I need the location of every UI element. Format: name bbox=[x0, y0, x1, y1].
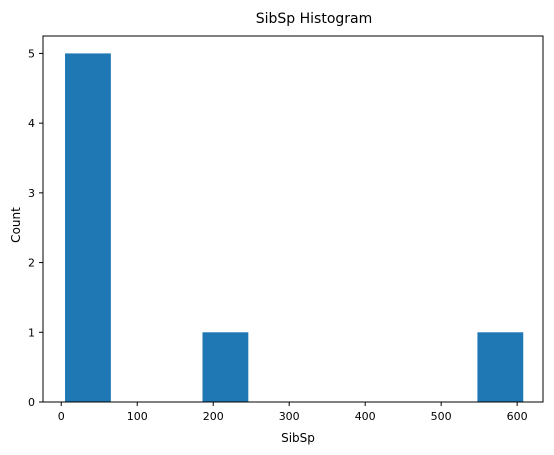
x-tick-label: 300 bbox=[279, 410, 300, 423]
histogram-bar bbox=[202, 332, 249, 402]
x-tick-label: 0 bbox=[58, 410, 65, 423]
x-tick-label: 500 bbox=[431, 410, 452, 423]
y-tick-label: 5 bbox=[28, 47, 35, 60]
y-tick-label: 2 bbox=[28, 257, 35, 270]
y-tick-label: 3 bbox=[28, 187, 35, 200]
x-ticks: 0 100 200 300 400 500 600 bbox=[58, 402, 528, 423]
y-tick-label: 4 bbox=[28, 117, 35, 130]
x-tick-label: 400 bbox=[355, 410, 376, 423]
bars-group bbox=[65, 53, 524, 403]
y-axis-label: Count bbox=[9, 207, 23, 243]
histogram-bar bbox=[65, 53, 111, 403]
x-tick-label: 100 bbox=[127, 410, 148, 423]
x-tick-label: 600 bbox=[507, 410, 528, 423]
histogram-bar bbox=[477, 332, 524, 402]
y-tick-label: 1 bbox=[28, 326, 35, 339]
chart-title: SibSp Histogram bbox=[256, 11, 373, 27]
plot-frame bbox=[42, 35, 544, 403]
x-tick-label: 200 bbox=[203, 410, 224, 423]
y-ticks: 0 1 2 3 4 5 bbox=[28, 47, 43, 409]
x-axis-label: SibSp bbox=[281, 431, 315, 445]
y-tick-label: 0 bbox=[28, 396, 35, 409]
